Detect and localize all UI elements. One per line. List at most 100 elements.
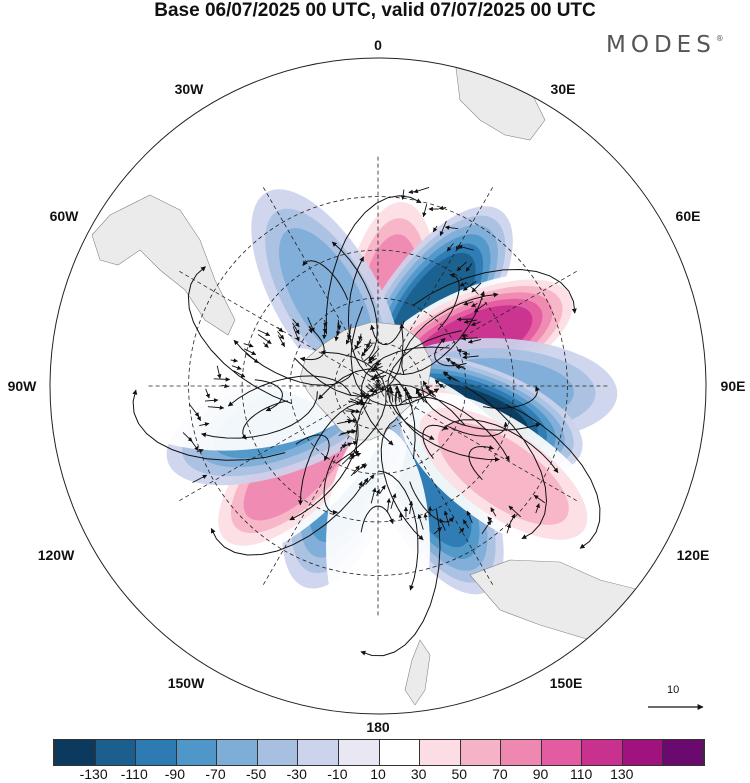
wind-arrow-116	[408, 394, 413, 402]
colorbar-tick-label: 130	[610, 766, 634, 782]
lon-label-30e: 30E	[550, 81, 576, 97]
colorbar-tick-label: -70	[205, 766, 226, 782]
wind-arrow-152	[438, 205, 447, 211]
meridian-line	[378, 186, 494, 385]
wind-arrow-29	[446, 243, 454, 252]
lon-label-0: 0	[374, 37, 382, 53]
wind-arrow-34	[370, 365, 383, 372]
lon-label-120e: 120E	[676, 547, 710, 563]
streamline-3	[437, 273, 460, 331]
wind-arrow-51	[390, 493, 397, 509]
wind-arrow-158	[389, 388, 395, 403]
streamline-35	[294, 323, 405, 398]
colorbar-swatch	[663, 740, 704, 765]
wind-arrow-1	[490, 507, 497, 517]
colorbar-swatch	[460, 740, 502, 765]
colorbar-tick-label: -30	[286, 766, 307, 782]
wind-arrow-149	[336, 319, 342, 331]
wind-arrow-145	[506, 523, 511, 534]
wind-arrow-118	[444, 225, 459, 230]
streamline-13	[394, 391, 500, 462]
wind-arrow-134	[467, 339, 482, 344]
wind-arrow-125	[205, 388, 210, 399]
lon-label-150w: 150W	[167, 675, 205, 691]
wind-arrow-57	[231, 365, 242, 370]
wind-arrow-23	[245, 352, 259, 364]
wind-arrow-100	[462, 351, 470, 357]
lon-label-30w: 30W	[174, 81, 204, 97]
wind-arrow-156	[340, 443, 347, 449]
brand-logo: MODES®	[606, 32, 724, 58]
wind-arrow-154	[257, 329, 271, 336]
wind-arrow-128	[323, 319, 328, 328]
wind-arrow-14	[533, 494, 546, 504]
colorbar-tick-label: 10	[370, 766, 386, 782]
meridian-line	[178, 386, 377, 502]
wind-arrow-129	[428, 389, 437, 397]
wind-arrow-106	[386, 498, 391, 512]
colorbar-swatch	[622, 740, 664, 765]
reference-vector-arrow	[648, 704, 704, 710]
streamline-27	[241, 400, 289, 440]
streamline-32	[187, 266, 293, 405]
wind-arrow-120	[277, 326, 284, 333]
lon-label-90e: 90E	[720, 378, 746, 394]
wind-arrow-141	[292, 318, 300, 328]
anomaly-contour-12-0	[326, 426, 430, 666]
wind-arrow-130	[348, 400, 362, 406]
wind-arrow-8	[432, 225, 438, 233]
wind-arrow-21	[400, 189, 406, 200]
colorbar-swatch	[501, 740, 542, 765]
wind-arrow-10	[277, 335, 285, 347]
wind-arrow-49	[199, 422, 210, 427]
streamline-40	[441, 419, 559, 473]
wind-arrow-123	[368, 348, 380, 362]
pole-marker	[375, 383, 381, 389]
streamline-37	[377, 470, 419, 591]
wind-arrow-99	[257, 334, 272, 344]
colorbar-swatch	[136, 740, 177, 765]
wind-arrow-91	[213, 377, 231, 382]
lon-label-180: 180	[366, 719, 390, 735]
streamline-0	[370, 320, 405, 346]
wind-arrow-133	[243, 343, 254, 348]
streamline-43	[201, 391, 318, 439]
colorbar-tick-label: 110	[569, 766, 593, 782]
wind-arrow-139	[457, 244, 474, 251]
wind-arrow-93	[362, 477, 369, 487]
wind-arrow-122	[338, 430, 352, 436]
wind-arrow-108	[438, 383, 445, 389]
brand-mark: ®	[715, 34, 724, 43]
wind-arrow-70	[204, 398, 219, 403]
streamline-36	[360, 505, 394, 533]
wind-arrow-126	[471, 282, 482, 293]
wind-arrow-69	[535, 503, 540, 514]
wind-arrow-113	[470, 321, 481, 326]
streamline-4	[388, 290, 485, 376]
wind-arrow-77	[462, 519, 469, 529]
wind-arrow-136	[358, 333, 363, 341]
south-america-shape	[91, 194, 236, 336]
streamline-17	[465, 386, 548, 540]
streamline-7	[401, 292, 499, 375]
lon-label-60w: 60W	[49, 208, 79, 224]
wind-arrow-2	[233, 370, 246, 378]
colorbar-swatch	[95, 740, 137, 765]
streamlines	[132, 186, 601, 657]
colorbar-swatch	[420, 740, 461, 765]
map-boundary	[49, 57, 707, 715]
colorbar-swatch	[582, 740, 623, 765]
wind-arrow-64	[423, 512, 428, 521]
streamline-26	[210, 480, 367, 556]
streamline-38	[360, 508, 441, 657]
colorbar-swatch	[257, 740, 299, 765]
wind-arrow-92	[471, 302, 478, 308]
wind-arrow-138	[182, 432, 193, 442]
wind-arrow-159	[188, 403, 200, 417]
map-title: Base 06/07/2025 00 UTC, valid 07/07/2025…	[154, 0, 596, 21]
streamline-14	[360, 346, 450, 446]
wind-arrow-115	[347, 324, 352, 341]
wind-arrow-107	[307, 317, 315, 333]
streamline-9	[482, 386, 540, 409]
